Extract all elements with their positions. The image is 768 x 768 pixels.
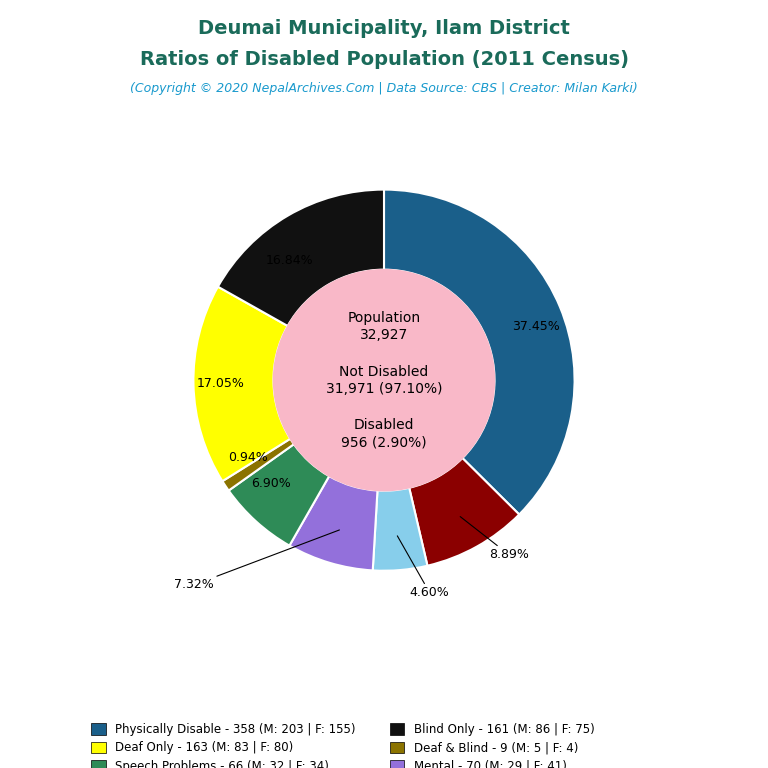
Text: 4.60%: 4.60% — [397, 536, 449, 599]
Wedge shape — [229, 444, 329, 545]
Text: 17.05%: 17.05% — [197, 377, 245, 390]
Wedge shape — [384, 190, 574, 515]
Wedge shape — [290, 476, 377, 571]
Wedge shape — [372, 488, 428, 571]
Wedge shape — [409, 458, 519, 566]
Wedge shape — [218, 190, 384, 326]
Text: (Copyright © 2020 NepalArchives.Com | Data Source: CBS | Creator: Milan Karki): (Copyright © 2020 NepalArchives.Com | Da… — [130, 82, 638, 95]
Text: 6.90%: 6.90% — [251, 477, 290, 490]
Wedge shape — [194, 286, 290, 482]
Text: Ratios of Disabled Population (2011 Census): Ratios of Disabled Population (2011 Cens… — [140, 50, 628, 69]
Text: Population
32,927: Population 32,927 — [347, 311, 421, 343]
Circle shape — [273, 270, 495, 491]
Text: 7.32%: 7.32% — [174, 530, 339, 591]
Wedge shape — [223, 439, 294, 491]
Text: Not Disabled
31,971 (97.10%): Not Disabled 31,971 (97.10%) — [326, 365, 442, 396]
Text: 16.84%: 16.84% — [266, 253, 314, 266]
Legend: Blind Only - 161 (M: 86 | F: 75), Deaf & Blind - 9 (M: 5 | F: 4), Mental - 70 (M: Blind Only - 161 (M: 86 | F: 75), Deaf &… — [390, 723, 642, 768]
Text: 8.89%: 8.89% — [460, 517, 529, 561]
Text: 37.45%: 37.45% — [512, 320, 560, 333]
Text: Disabled
956 (2.90%): Disabled 956 (2.90%) — [341, 418, 427, 449]
Text: 0.94%: 0.94% — [229, 451, 268, 464]
Text: Deumai Municipality, Ilam District: Deumai Municipality, Ilam District — [198, 19, 570, 38]
